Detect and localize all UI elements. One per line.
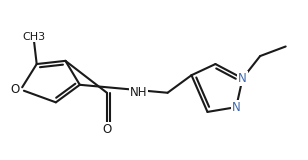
Text: NH: NH bbox=[130, 86, 148, 99]
Text: O: O bbox=[10, 83, 20, 96]
Text: CH3: CH3 bbox=[22, 32, 45, 42]
Text: N: N bbox=[238, 72, 247, 85]
Text: O: O bbox=[102, 123, 111, 136]
Text: N: N bbox=[232, 101, 241, 114]
